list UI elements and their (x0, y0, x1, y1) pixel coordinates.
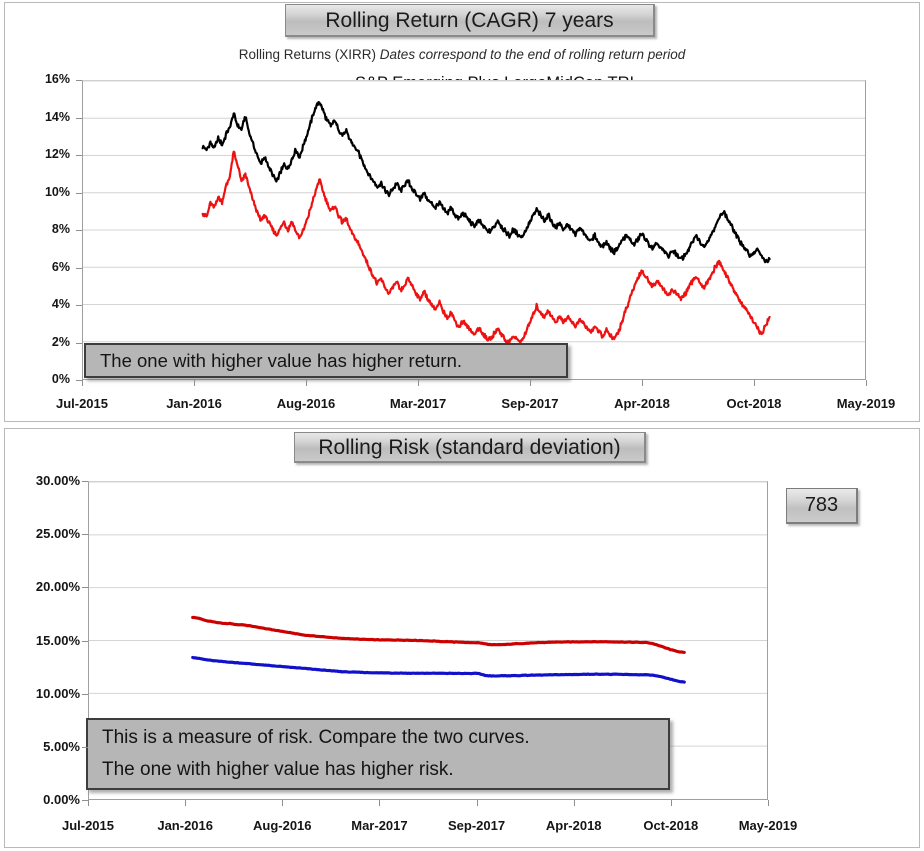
y-axis-tick (82, 693, 88, 695)
x-axis-tick (476, 800, 478, 806)
x-axis-tick (194, 380, 196, 386)
y-axis-tick-label: 8% (51, 222, 70, 236)
x-axis-tick-label: Jul-2015 (55, 396, 109, 411)
x-axis-tick-label: Aug-2016 (276, 396, 336, 411)
rolling-risk-title: Rolling Risk (standard deviation) (294, 432, 646, 463)
y-axis-tick (76, 267, 82, 269)
x-axis-tick-label: Oct-2018 (726, 396, 782, 411)
x-axis-tick (185, 800, 187, 806)
x-axis-tick-label: May-2019 (738, 818, 798, 833)
y-axis-tick-label: 14% (44, 109, 70, 124)
rolling-return-plot-area (82, 80, 866, 380)
y-axis-tick (76, 380, 82, 381)
x-axis-tick-label: Jan-2016 (166, 396, 222, 411)
y-axis-tick-label: 25.00% (35, 526, 80, 542)
x-axis-tick-label: Oct-2018 (643, 818, 699, 833)
x-axis-tick-label: Apr-2018 (545, 818, 602, 833)
x-axis-tick-label: Mar-2017 (351, 818, 408, 833)
y-axis-tick (82, 640, 88, 642)
x-axis-tick-label: Jul-2015 (61, 818, 115, 833)
y-axis-tick-label: 12% (44, 147, 70, 161)
y-axis-tick-label: 2% (51, 334, 70, 349)
x-axis-tick-label: Aug-2016 (253, 818, 312, 833)
y-axis-tick (76, 342, 82, 344)
annotation-line-2: The one with higher value has higher ris… (102, 759, 454, 780)
rolling-return-subtitle: Rolling Returns (XIRR) Dates correspond … (0, 47, 924, 62)
y-axis-tick-label: 30.00% (35, 473, 80, 488)
x-axis-tick (753, 380, 755, 386)
x-axis-tick (670, 800, 672, 806)
y-axis-tick (76, 305, 82, 306)
rolling-return-title: Rolling Return (CAGR) 7 years (285, 4, 655, 37)
y-axis-tick (82, 534, 88, 536)
y-axis-tick (76, 117, 82, 119)
x-axis-tick (418, 380, 420, 386)
y-axis-tick (76, 192, 82, 194)
x-axis-tick (305, 380, 307, 386)
rolling-risk-annotation: This is a measure of risk. Compare the t… (86, 718, 670, 790)
rolling-return-annotation: The one with higher value has higher ret… (84, 343, 568, 378)
y-axis-tick (76, 80, 82, 81)
y-axis-tick-label: 0% (51, 372, 70, 386)
y-axis-tick-label: 15.00% (35, 632, 80, 648)
x-axis-tick (573, 800, 575, 806)
y-axis-tick (82, 587, 88, 589)
y-axis-tick (76, 230, 82, 231)
y-axis-tick-label: 10.00% (35, 685, 80, 701)
y-axis-tick-label: 10% (44, 184, 70, 199)
x-axis-tick-label: Sep-2017 (501, 396, 559, 411)
y-axis-tick-label: 4% (51, 297, 70, 311)
subtitle-italic: Dates correspond to the end of rolling r… (379, 47, 686, 62)
rolling-return-svg (83, 81, 865, 344)
y-axis-tick-label: 0.00% (43, 792, 80, 807)
x-axis-tick (768, 800, 769, 806)
y-axis-tick-label: 5.00% (43, 738, 80, 754)
x-axis-tick (642, 380, 643, 386)
y-axis-tick (82, 746, 88, 748)
subtitle-plain: Rolling Returns (XIRR) (238, 47, 380, 62)
x-axis-tick (282, 800, 284, 806)
x-axis-tick-label: Sep-2017 (448, 818, 506, 833)
x-axis-tick (379, 800, 381, 806)
x-axis-tick-label: Jan-2016 (157, 818, 213, 833)
annotation-line-1: This is a measure of risk. Compare the t… (102, 727, 530, 748)
x-axis-tick-label: May-2019 (836, 396, 896, 411)
y-axis-tick (82, 481, 88, 482)
x-axis-tick-label: Apr-2018 (614, 396, 670, 411)
x-axis-tick (866, 380, 867, 386)
x-axis-tick (529, 380, 531, 386)
y-axis-tick-label: 20.00% (35, 579, 80, 595)
x-axis-tick (82, 380, 83, 386)
y-axis-tick (82, 800, 88, 801)
rolling-risk-badge: 783 (786, 488, 858, 524)
y-axis-tick (76, 155, 82, 156)
y-axis-tick-label: 6% (51, 259, 70, 274)
y-axis-tick-label: 16% (44, 72, 70, 86)
annotation-line: The one with higher value has higher ret… (100, 349, 462, 371)
x-axis-tick-label: Mar-2017 (389, 396, 447, 411)
x-axis-tick (88, 800, 89, 806)
